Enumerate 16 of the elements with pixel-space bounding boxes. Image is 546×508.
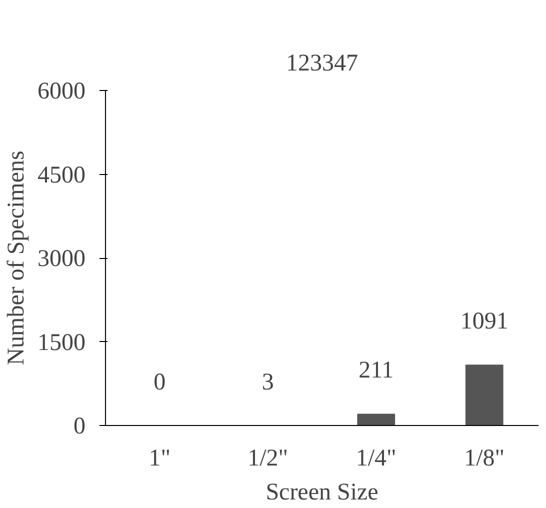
x-axis-title: Screen Size: [266, 480, 378, 506]
y-tick-label: 1500: [38, 330, 86, 356]
y-tick-label: 4500: [38, 162, 86, 188]
x-tick-label: 1": [148, 446, 171, 472]
data-label: 211: [358, 358, 394, 384]
x-tick-label: 1/4": [356, 446, 396, 472]
data-label: 1091: [460, 308, 508, 335]
data-label: 0: [154, 370, 166, 396]
data-label: 3: [262, 369, 274, 396]
y-tick-label: 0: [74, 414, 86, 440]
y-tick-label: 3000: [38, 246, 86, 272]
y-tick-label: 6000: [38, 78, 86, 104]
y-axis-title: Number of Specimens: [4, 150, 30, 366]
x-tick-label: 1/8": [464, 446, 505, 472]
chart-title: 123347: [286, 50, 358, 76]
x-tick-label: 1/2": [248, 446, 288, 472]
